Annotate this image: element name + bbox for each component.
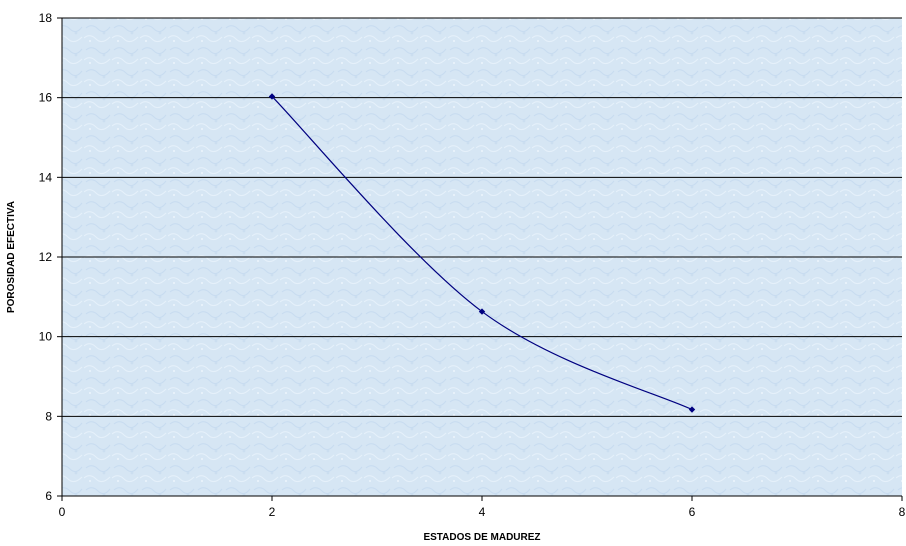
y-tick-label-6: 6	[45, 489, 52, 503]
y-tick-label-12: 12	[39, 250, 53, 264]
x-tick-label-4: 4	[479, 505, 486, 519]
series	[268, 93, 696, 413]
gridlines	[62, 17, 902, 417]
data-point-0	[268, 93, 276, 100]
tick-labels: 6 8 10 12 14 16 18 0 2 4 6 8	[39, 11, 906, 519]
x-tick-label-0: 0	[59, 505, 66, 519]
y-tick-label-8: 8	[45, 409, 52, 423]
x-tick-label-6: 6	[689, 505, 696, 519]
y-tick-label-14: 14	[39, 170, 53, 184]
data-point-2	[688, 406, 696, 413]
y-axis-title: POROSIDAD EFECTIVA	[6, 201, 17, 313]
y-tick-label-16: 16	[39, 91, 53, 105]
y-tick-label-18: 18	[39, 11, 53, 25]
y-tick-label-10: 10	[39, 330, 53, 344]
x-tick-label-2: 2	[269, 505, 276, 519]
axes	[57, 17, 903, 501]
x-axis-title: ESTADOS DE MADUREZ	[423, 532, 540, 543]
x-tick-label-8: 8	[899, 505, 906, 519]
data-point-1	[478, 308, 486, 315]
